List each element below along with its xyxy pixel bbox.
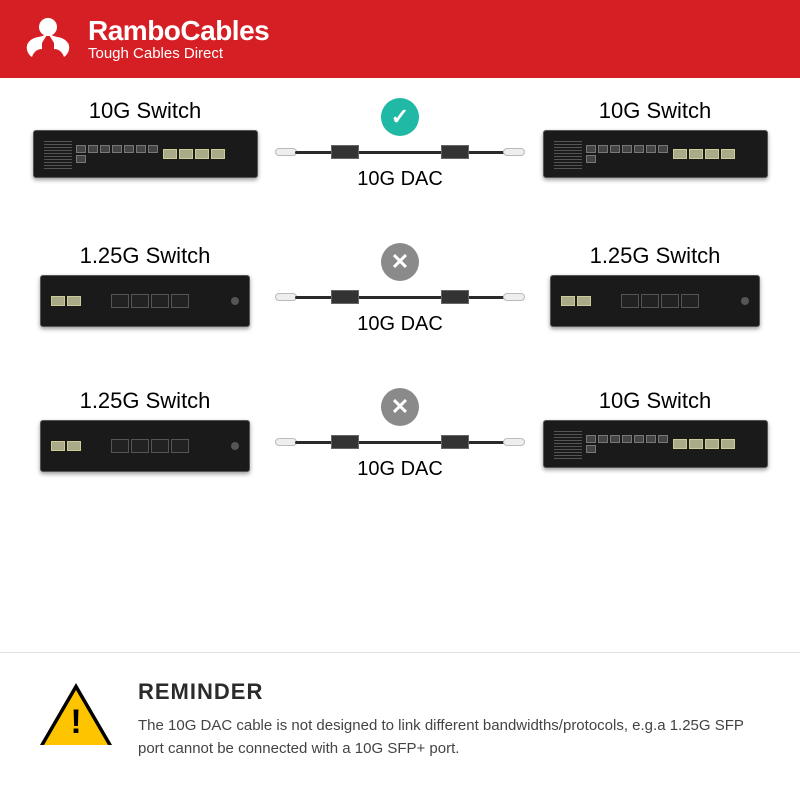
cross-icon: ✕ (381, 388, 419, 426)
row-10g-10g: 10G Switch ✓ 10G DAC (30, 98, 770, 191)
left-device: 1.25G Switch (30, 388, 260, 472)
dac-cable-icon (275, 142, 525, 162)
reminder-title: REMINDER (138, 679, 760, 705)
warning-icon: ! (40, 683, 112, 745)
row-1g-1g: 1.25G Switch ✕ 10G DAC 1.2 (30, 243, 770, 336)
left-device: 1.25G Switch (30, 243, 260, 327)
cable-label: 10G DAC (275, 313, 525, 336)
brand-text: RamboCables Tough Cables Direct (88, 16, 269, 61)
device-label: 10G Switch (30, 98, 260, 124)
right-device: 10G Switch (540, 98, 770, 178)
brand-logo-icon (20, 15, 76, 63)
row-1g-10g: 1.25G Switch ✕ 10G DAC 10G (30, 388, 770, 481)
cable-status: ✕ 10G DAC (275, 388, 525, 481)
cable-label: 10G DAC (275, 458, 525, 481)
device-label: 10G Switch (540, 98, 770, 124)
right-device: 10G Switch (540, 388, 770, 468)
device-label: 1.25G Switch (540, 243, 770, 269)
cross-icon: ✕ (381, 243, 419, 281)
reminder-text: REMINDER The 10G DAC cable is not design… (138, 679, 760, 760)
switch-1g-icon (40, 420, 250, 472)
switch-10g-icon (33, 130, 258, 178)
cable-label: 10G DAC (275, 168, 525, 191)
check-icon: ✓ (381, 98, 419, 136)
switch-1g-icon (40, 275, 250, 327)
cable-status: ✓ 10G DAC (275, 98, 525, 191)
device-label: 10G Switch (540, 388, 770, 414)
switch-10g-icon (543, 130, 768, 178)
right-device: 1.25G Switch (540, 243, 770, 327)
left-device: 10G Switch (30, 98, 260, 178)
brand-tagline: Tough Cables Direct (88, 46, 269, 62)
device-label: 1.25G Switch (30, 388, 260, 414)
brand-name: RamboCables (88, 16, 269, 45)
device-label: 1.25G Switch (30, 243, 260, 269)
reminder-body: The 10G DAC cable is not designed to lin… (138, 715, 760, 760)
dac-cable-icon (275, 432, 525, 452)
reminder-panel: ! REMINDER The 10G DAC cable is not desi… (0, 652, 800, 800)
compatibility-rows: 10G Switch ✓ 10G DAC (0, 78, 800, 481)
switch-1g-icon (550, 275, 760, 327)
dac-cable-icon (275, 287, 525, 307)
brand-header: RamboCables Tough Cables Direct (0, 0, 800, 78)
cable-status: ✕ 10G DAC (275, 243, 525, 336)
switch-10g-icon (543, 420, 768, 468)
